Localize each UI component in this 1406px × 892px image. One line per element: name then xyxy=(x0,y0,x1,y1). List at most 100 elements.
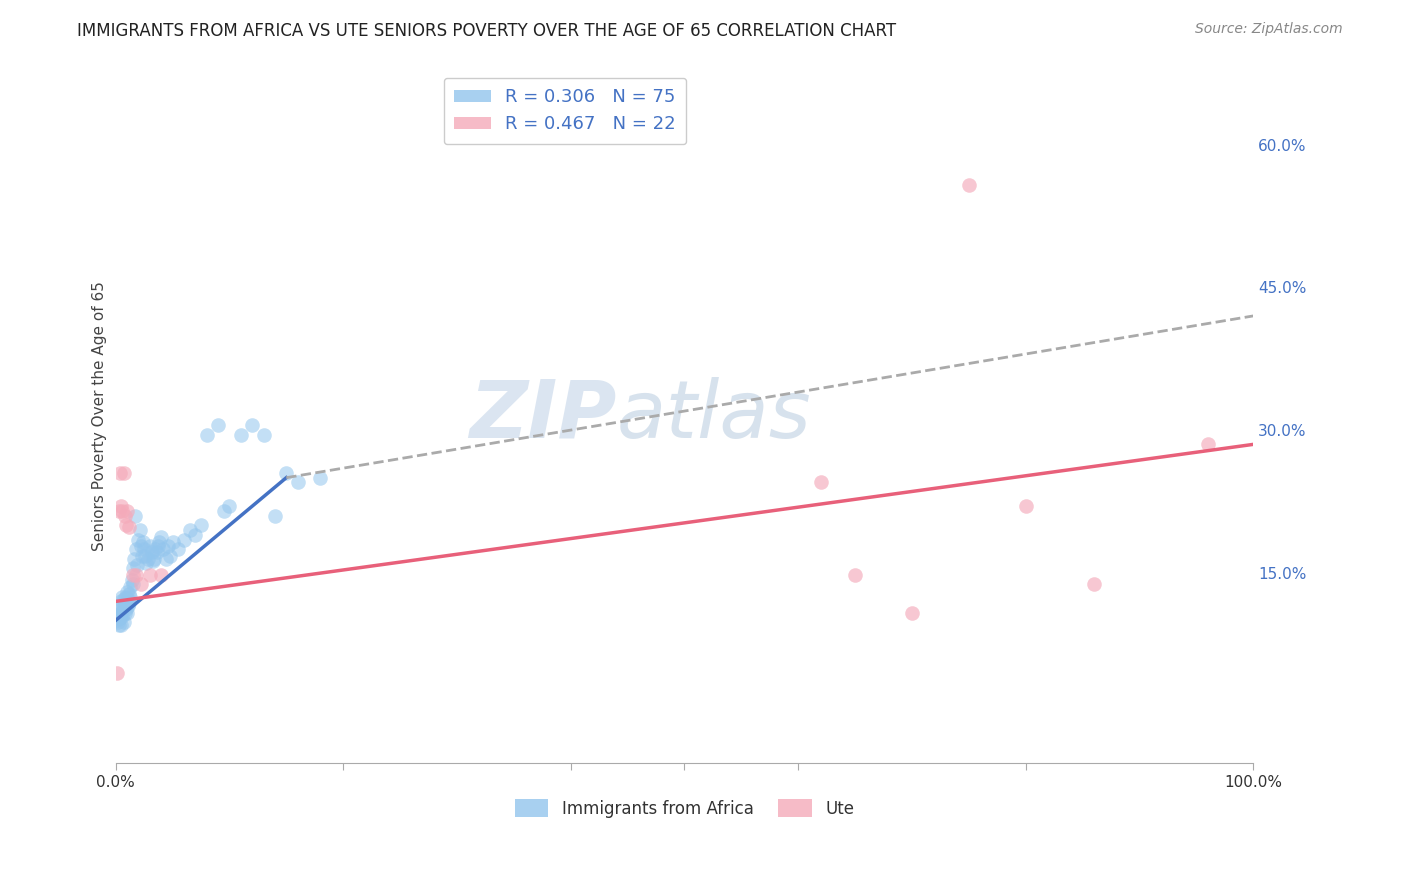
Point xyxy=(127,558,149,573)
Point xyxy=(150,530,173,544)
Point xyxy=(957,178,980,192)
Point xyxy=(134,549,156,563)
Point xyxy=(110,594,132,608)
Point xyxy=(287,475,309,490)
Point xyxy=(115,606,138,620)
Point xyxy=(111,608,134,623)
Point xyxy=(118,587,141,601)
Point xyxy=(155,551,177,566)
Point xyxy=(810,475,832,490)
Point xyxy=(115,590,138,604)
Text: Source: ZipAtlas.com: Source: ZipAtlas.com xyxy=(1195,22,1343,37)
Point xyxy=(115,602,138,616)
Point xyxy=(148,535,170,549)
Point xyxy=(132,535,155,549)
Point xyxy=(112,592,135,607)
Point xyxy=(184,528,207,542)
Point xyxy=(143,551,166,566)
Point xyxy=(127,533,149,547)
Point xyxy=(901,606,924,620)
Point xyxy=(125,542,148,557)
Point xyxy=(229,428,252,442)
Point xyxy=(145,545,167,559)
Point xyxy=(115,518,138,533)
Point xyxy=(240,418,263,433)
Point xyxy=(150,567,173,582)
Point xyxy=(139,539,162,553)
Point xyxy=(110,466,132,480)
Point xyxy=(124,508,146,523)
Point xyxy=(131,549,153,563)
Point xyxy=(125,567,148,582)
Point xyxy=(114,508,136,523)
Point xyxy=(108,504,131,518)
Point xyxy=(195,428,218,442)
Text: ZIP: ZIP xyxy=(468,376,616,455)
Point xyxy=(108,618,131,632)
Point xyxy=(114,606,136,620)
Point xyxy=(128,523,150,537)
Point xyxy=(107,615,129,630)
Point xyxy=(115,585,138,599)
Point xyxy=(121,561,143,575)
Point xyxy=(252,428,274,442)
Point xyxy=(110,611,132,625)
Point xyxy=(121,577,143,591)
Point xyxy=(110,618,132,632)
Point xyxy=(129,577,152,591)
Point xyxy=(114,596,136,610)
Point xyxy=(110,599,132,614)
Point xyxy=(115,596,138,610)
Point xyxy=(162,535,184,549)
Point xyxy=(111,504,134,518)
Point xyxy=(117,599,139,614)
Point xyxy=(132,542,155,557)
Point xyxy=(120,590,142,604)
Point xyxy=(112,615,135,630)
Point xyxy=(108,602,131,616)
Point xyxy=(218,500,240,514)
Point xyxy=(121,574,143,588)
Point xyxy=(207,418,229,433)
Point xyxy=(110,606,132,620)
Point xyxy=(120,580,142,594)
Point xyxy=(136,551,159,566)
Point xyxy=(159,549,181,563)
Point xyxy=(115,504,138,518)
Point xyxy=(111,590,134,604)
Point xyxy=(173,533,195,547)
Point xyxy=(121,567,143,582)
Point xyxy=(212,504,235,518)
Point xyxy=(190,518,212,533)
Point xyxy=(110,606,132,620)
Point xyxy=(118,520,141,534)
Point xyxy=(1083,577,1105,591)
Point xyxy=(112,599,135,614)
Point xyxy=(179,523,201,537)
Text: atlas: atlas xyxy=(616,376,811,455)
Point xyxy=(145,542,167,557)
Y-axis label: Seniors Poverty Over the Age of 65: Seniors Poverty Over the Age of 65 xyxy=(93,281,107,550)
Point xyxy=(107,608,129,623)
Point xyxy=(129,539,152,553)
Point xyxy=(112,466,135,480)
Point xyxy=(264,508,287,523)
Point xyxy=(122,551,145,566)
Point xyxy=(152,542,174,557)
Point xyxy=(105,614,128,628)
Point xyxy=(135,557,157,571)
Point xyxy=(276,466,298,480)
Point xyxy=(1015,500,1038,514)
Point xyxy=(118,596,141,610)
Point xyxy=(1197,437,1219,451)
Text: IMMIGRANTS FROM AFRICA VS UTE SENIORS POVERTY OVER THE AGE OF 65 CORRELATION CHA: IMMIGRANTS FROM AFRICA VS UTE SENIORS PO… xyxy=(77,22,897,40)
Point xyxy=(141,545,163,559)
Point xyxy=(110,500,132,514)
Legend: Immigrants from Africa, Ute: Immigrants from Africa, Ute xyxy=(508,793,860,824)
Point xyxy=(146,539,169,553)
Point xyxy=(309,471,332,485)
Point xyxy=(142,554,165,568)
Point xyxy=(167,542,190,557)
Point xyxy=(117,592,139,607)
Point xyxy=(844,567,866,582)
